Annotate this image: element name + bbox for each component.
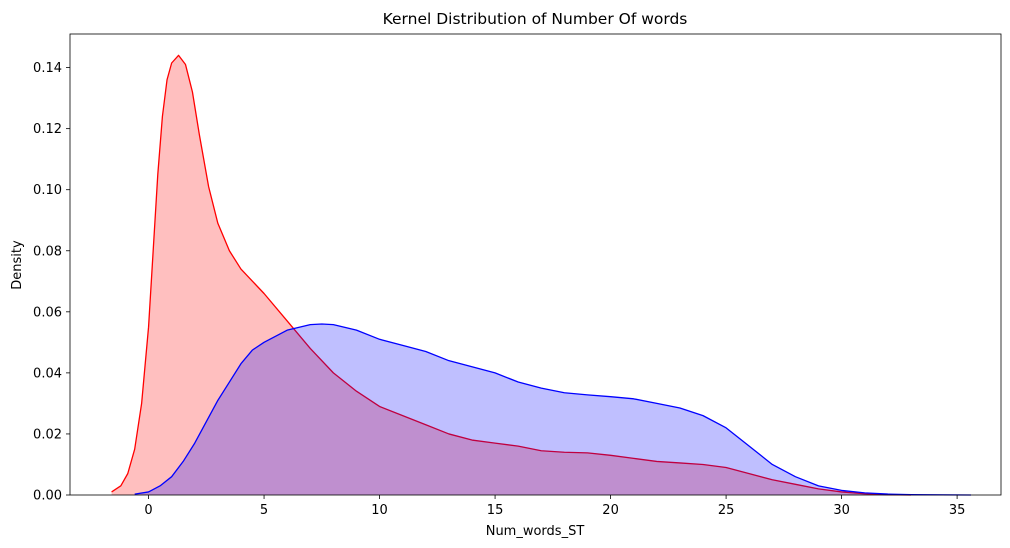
x-tick-label: 35 xyxy=(949,503,966,518)
y-tick-label: 0.04 xyxy=(33,366,62,381)
plot-area xyxy=(111,54,971,496)
series-1-line xyxy=(134,323,971,496)
y-tick-label: 0.02 xyxy=(33,427,62,442)
y-axis-ticks: 0.00 0.02 0.04 0.06 0.08 0.10 0.12 0.14 xyxy=(33,61,70,504)
chart-title: Kernel Distribution of Number Of words xyxy=(383,10,688,28)
y-tick-label: 0.14 xyxy=(33,61,62,76)
x-tick-label: 0 xyxy=(144,503,152,518)
y-tick-label: 0.06 xyxy=(33,305,62,320)
x-axis-ticks: 0 5 10 15 20 25 30 35 xyxy=(144,495,965,518)
y-tick-label: 0.00 xyxy=(33,489,62,504)
y-tick-label: 0.12 xyxy=(33,122,62,137)
series-0-area xyxy=(111,55,911,496)
x-tick-label: 20 xyxy=(602,503,619,518)
x-axis-label: Num_words_ST xyxy=(486,524,585,539)
y-tick-label: 0.08 xyxy=(33,244,62,259)
x-tick-label: 10 xyxy=(371,503,388,518)
series-1-area xyxy=(134,324,971,495)
x-tick-label: 15 xyxy=(487,503,504,518)
axes-frame xyxy=(69,33,1002,496)
y-axis-label: Density xyxy=(10,240,25,290)
series-0-line xyxy=(111,54,911,496)
x-tick-label: 30 xyxy=(833,503,850,518)
x-tick-label: 5 xyxy=(260,503,268,518)
y-tick-label: 0.10 xyxy=(33,183,62,198)
x-tick-label: 25 xyxy=(718,503,735,518)
